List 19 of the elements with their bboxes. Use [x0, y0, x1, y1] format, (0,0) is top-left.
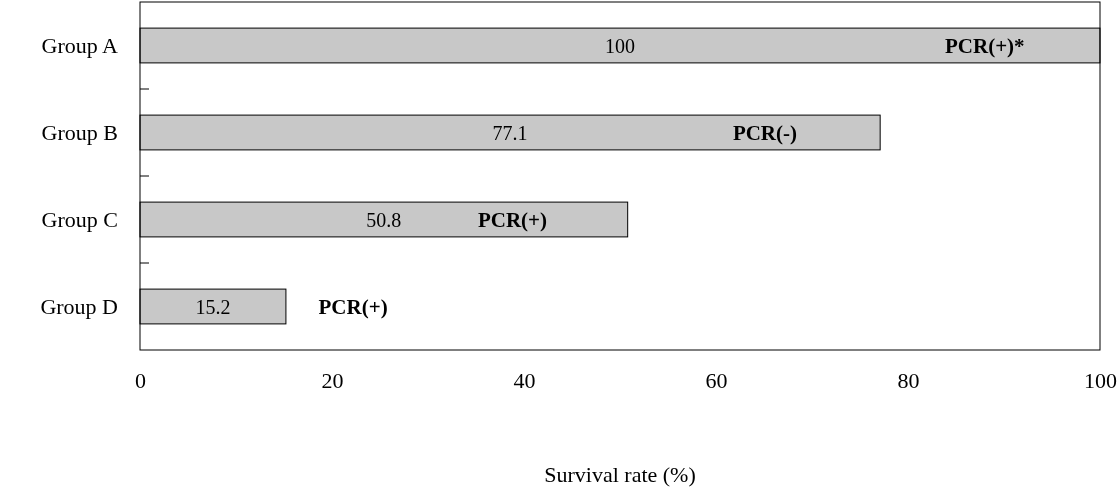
- annotation: PCR(+): [477, 207, 548, 232]
- x-tick-label: 60: [705, 367, 728, 393]
- annotation: PCR(+)*: [944, 33, 1025, 58]
- annotation: PCR(-): [732, 120, 798, 145]
- x-tick-label: 80: [897, 367, 920, 393]
- y-tick-label: Group A: [41, 32, 119, 58]
- x-tick-label: 100: [1084, 367, 1117, 393]
- x-tick-label: 40: [513, 367, 536, 393]
- x-tick-label: 20: [321, 367, 344, 393]
- x-axis-title: Survival rate (%): [544, 462, 696, 487]
- y-tick-label: Group C: [41, 206, 118, 232]
- annotation: PCR(+): [318, 294, 388, 319]
- x-tick-label: 0: [135, 367, 146, 393]
- data-label: 50.8: [366, 208, 402, 231]
- data-label: 15.2: [195, 295, 231, 318]
- data-label: 77.1: [492, 121, 528, 144]
- y-tick-label: Group B: [41, 119, 118, 145]
- data-label: 100: [605, 34, 635, 57]
- y-tick-label: Group D: [40, 293, 118, 319]
